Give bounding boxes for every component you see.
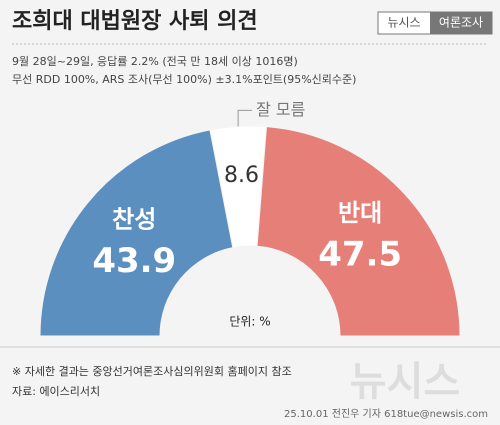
- note: 자료: 에이스리서치: [12, 385, 100, 398]
- subtitle: 무선 RDD 100%, ARS 조사(무선 100%) ±3.1%포인트(95…: [12, 73, 356, 86]
- note: ※ 자세한 결과는 중앙선거여론조사심의위원회 홈페이지 참조: [12, 364, 292, 378]
- category-label: 반대: [338, 199, 382, 227]
- subtitle: 9월 28일~29일, 응답률 2.2% (전국 만 18세 이상 1016명): [12, 54, 298, 68]
- credit: 25.10.01 전진우 기자 618tue@newsis.com: [284, 408, 488, 420]
- segment: [256, 126, 461, 337]
- leader-line: [237, 109, 253, 127]
- badge-right: 여론조사: [439, 16, 483, 30]
- value-label: 43.9: [92, 241, 176, 281]
- badge-left: 뉴시스: [387, 16, 420, 30]
- watermark: 뉴시스: [350, 359, 460, 405]
- category-label: 잘 모름: [256, 100, 305, 119]
- segment: [39, 129, 234, 337]
- value-label: 8.6: [224, 163, 259, 188]
- unit: 단위: %: [229, 315, 270, 329]
- badge-fill: [430, 12, 492, 34]
- category-label: 찬성: [112, 206, 156, 234]
- chart-title: 조희대 대법원장 사퇴 의견: [12, 9, 258, 34]
- value-label: 47.5: [318, 235, 402, 275]
